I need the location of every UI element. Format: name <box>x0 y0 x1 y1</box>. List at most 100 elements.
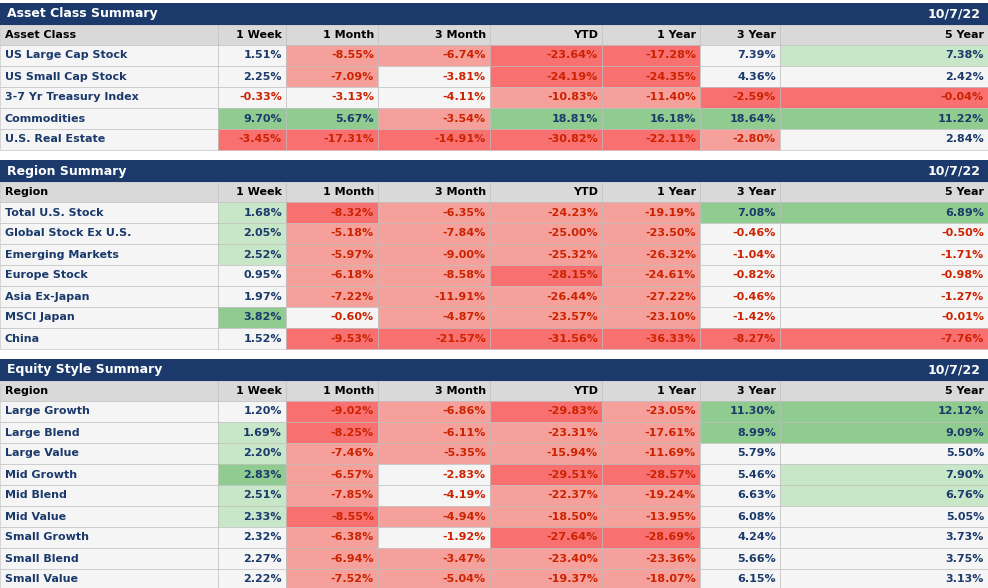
Bar <box>490 129 602 150</box>
Bar <box>218 381 286 401</box>
Text: 5.67%: 5.67% <box>335 113 374 123</box>
Text: -0.33%: -0.33% <box>239 92 282 102</box>
Text: Large Value: Large Value <box>5 449 79 459</box>
Text: -8.58%: -8.58% <box>443 270 486 280</box>
Text: 3-7 Yr Treasury Index: 3-7 Yr Treasury Index <box>5 92 138 102</box>
Text: 7.39%: 7.39% <box>737 51 776 61</box>
Bar <box>602 527 700 548</box>
Bar <box>218 45 286 66</box>
Bar <box>490 443 602 464</box>
Text: 1 Week: 1 Week <box>236 386 282 396</box>
Text: 2.33%: 2.33% <box>244 512 282 522</box>
Bar <box>0 244 218 265</box>
Text: -0.46%: -0.46% <box>733 292 776 302</box>
Text: -0.60%: -0.60% <box>331 312 374 322</box>
Text: -6.57%: -6.57% <box>331 469 374 479</box>
Bar <box>286 485 378 506</box>
Text: 1.20%: 1.20% <box>243 406 282 416</box>
Text: -23.57%: -23.57% <box>547 312 598 322</box>
Bar <box>286 569 378 588</box>
Text: 1.69%: 1.69% <box>243 427 282 437</box>
Bar <box>378 223 490 244</box>
Text: -23.40%: -23.40% <box>547 553 598 563</box>
Bar <box>780 108 988 129</box>
Text: 1 Year: 1 Year <box>657 30 696 40</box>
Text: -23.10%: -23.10% <box>645 312 696 322</box>
Text: 9.09%: 9.09% <box>946 427 984 437</box>
Bar <box>218 87 286 108</box>
Bar <box>780 307 988 328</box>
Text: YTD: YTD <box>573 30 598 40</box>
Text: -19.37%: -19.37% <box>547 574 598 584</box>
Text: 3.75%: 3.75% <box>946 553 984 563</box>
Text: -31.56%: -31.56% <box>547 333 598 343</box>
Bar <box>602 129 700 150</box>
Text: -8.55%: -8.55% <box>331 51 374 61</box>
Text: -17.61%: -17.61% <box>645 427 696 437</box>
Text: -7.85%: -7.85% <box>331 490 374 500</box>
Text: 7.38%: 7.38% <box>946 51 984 61</box>
Bar <box>378 45 490 66</box>
Text: -8.25%: -8.25% <box>331 427 374 437</box>
Bar <box>602 182 700 202</box>
Text: 16.18%: 16.18% <box>649 113 696 123</box>
Bar <box>286 265 378 286</box>
Bar <box>378 307 490 328</box>
Bar <box>0 129 218 150</box>
Text: 6.08%: 6.08% <box>737 512 776 522</box>
Bar <box>700 307 780 328</box>
Bar <box>286 182 378 202</box>
Bar <box>490 381 602 401</box>
Text: -7.52%: -7.52% <box>331 574 374 584</box>
Bar <box>378 422 490 443</box>
Text: -1.71%: -1.71% <box>941 249 984 259</box>
Text: -6.38%: -6.38% <box>331 533 374 543</box>
Bar <box>218 443 286 464</box>
Text: -8.27%: -8.27% <box>733 333 776 343</box>
Bar <box>0 45 218 66</box>
Bar <box>286 25 378 45</box>
Bar <box>378 202 490 223</box>
Text: Asia Ex-Japan: Asia Ex-Japan <box>5 292 90 302</box>
Text: -7.09%: -7.09% <box>331 72 374 82</box>
Text: -4.87%: -4.87% <box>443 312 486 322</box>
Text: Mid Blend: Mid Blend <box>5 490 67 500</box>
Bar <box>490 108 602 129</box>
Bar <box>0 223 218 244</box>
Text: Total U.S. Stock: Total U.S. Stock <box>5 208 104 218</box>
Text: 3 Month: 3 Month <box>435 187 486 197</box>
Bar <box>780 401 988 422</box>
Text: 7.90%: 7.90% <box>946 469 984 479</box>
Text: 6.63%: 6.63% <box>737 490 776 500</box>
Text: -23.50%: -23.50% <box>645 229 696 239</box>
Bar <box>780 66 988 87</box>
Text: 2.22%: 2.22% <box>243 574 282 584</box>
Bar <box>218 129 286 150</box>
Text: -8.55%: -8.55% <box>331 512 374 522</box>
Text: Emerging Markets: Emerging Markets <box>5 249 119 259</box>
Bar <box>286 381 378 401</box>
Bar <box>218 244 286 265</box>
Text: MSCI Japan: MSCI Japan <box>5 312 75 322</box>
Bar <box>218 182 286 202</box>
Bar <box>700 569 780 588</box>
Bar <box>218 108 286 129</box>
Text: -29.51%: -29.51% <box>547 469 598 479</box>
Bar <box>780 129 988 150</box>
Text: 3 Year: 3 Year <box>737 386 776 396</box>
Text: -0.46%: -0.46% <box>733 229 776 239</box>
Text: Commodities: Commodities <box>5 113 86 123</box>
Bar <box>490 569 602 588</box>
Bar <box>286 401 378 422</box>
Text: 1.51%: 1.51% <box>243 51 282 61</box>
Text: -13.95%: -13.95% <box>645 512 696 522</box>
Text: -4.19%: -4.19% <box>443 490 486 500</box>
Text: 5 Year: 5 Year <box>945 386 984 396</box>
Text: -17.31%: -17.31% <box>323 135 374 145</box>
Text: -8.32%: -8.32% <box>331 208 374 218</box>
Bar <box>780 328 988 349</box>
Bar <box>0 485 218 506</box>
Bar <box>490 506 602 527</box>
Text: -17.28%: -17.28% <box>645 51 696 61</box>
Bar <box>218 485 286 506</box>
